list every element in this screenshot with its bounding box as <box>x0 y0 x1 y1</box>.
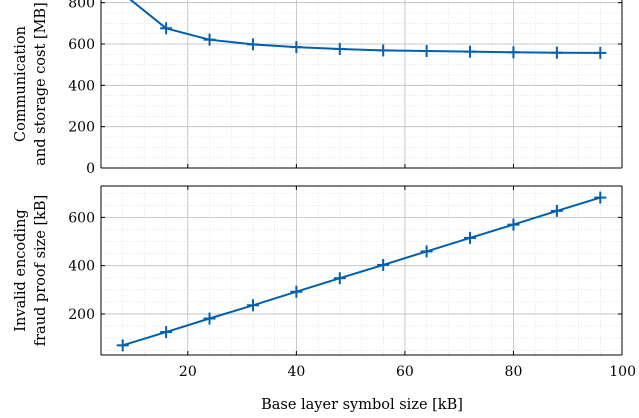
series-line <box>122 196 601 347</box>
data-point <box>246 299 259 312</box>
x-tick-label: 40 <box>287 364 305 380</box>
data-point <box>333 272 346 285</box>
bottom-panel: 200 400 600 20 40 60 80 100 Invalid encoding frau… <box>13 185 636 380</box>
y-tick-label: 400 <box>68 259 95 275</box>
y-tick-label: 400 <box>68 78 95 94</box>
data-point <box>464 45 477 58</box>
x-tick-label: 80 <box>505 364 523 380</box>
data-point <box>290 41 303 54</box>
data-point <box>464 231 477 244</box>
data-point <box>507 218 520 231</box>
y-axis-label: Invalid encoding <box>13 209 29 331</box>
data-point <box>246 38 259 51</box>
data-point <box>550 46 563 59</box>
data-point <box>333 42 346 55</box>
y-tick-label: 800 <box>68 0 95 12</box>
y-tick-label: 200 <box>68 307 95 323</box>
x-tick-label: 100 <box>609 364 636 380</box>
y-tick-label: 600 <box>68 37 95 53</box>
data-point <box>290 285 303 298</box>
data-point <box>377 258 390 271</box>
y-tick-label: 600 <box>68 210 95 226</box>
data-point <box>594 191 607 204</box>
series-line <box>129 0 601 54</box>
y-axis-label: fraud proof size [kB] <box>33 195 49 347</box>
data-point <box>377 44 390 57</box>
y-tick-label: 200 <box>68 120 95 136</box>
data-point <box>550 204 563 217</box>
data-point <box>160 22 173 35</box>
data-point <box>116 339 129 352</box>
x-tick-label: 60 <box>396 364 414 380</box>
x-axis-label: Base layer symbol size [kB] <box>261 397 463 413</box>
y-axis-label: and storage cost [MB] <box>33 2 49 165</box>
plot-area <box>101 186 622 355</box>
data-point <box>507 46 520 59</box>
x-tick-label: 20 <box>179 364 197 380</box>
plot-area <box>101 0 622 168</box>
data-point <box>203 33 216 46</box>
data-point <box>594 46 607 59</box>
y-tick-label: 0 <box>86 161 95 177</box>
data-point <box>420 245 433 258</box>
top-panel: 0 200 400 600 800 Communication and storage co… <box>13 0 623 177</box>
data-point <box>420 45 433 58</box>
y-axis-label: Communication <box>13 26 29 142</box>
data-point <box>203 312 216 325</box>
data-point <box>160 326 173 339</box>
